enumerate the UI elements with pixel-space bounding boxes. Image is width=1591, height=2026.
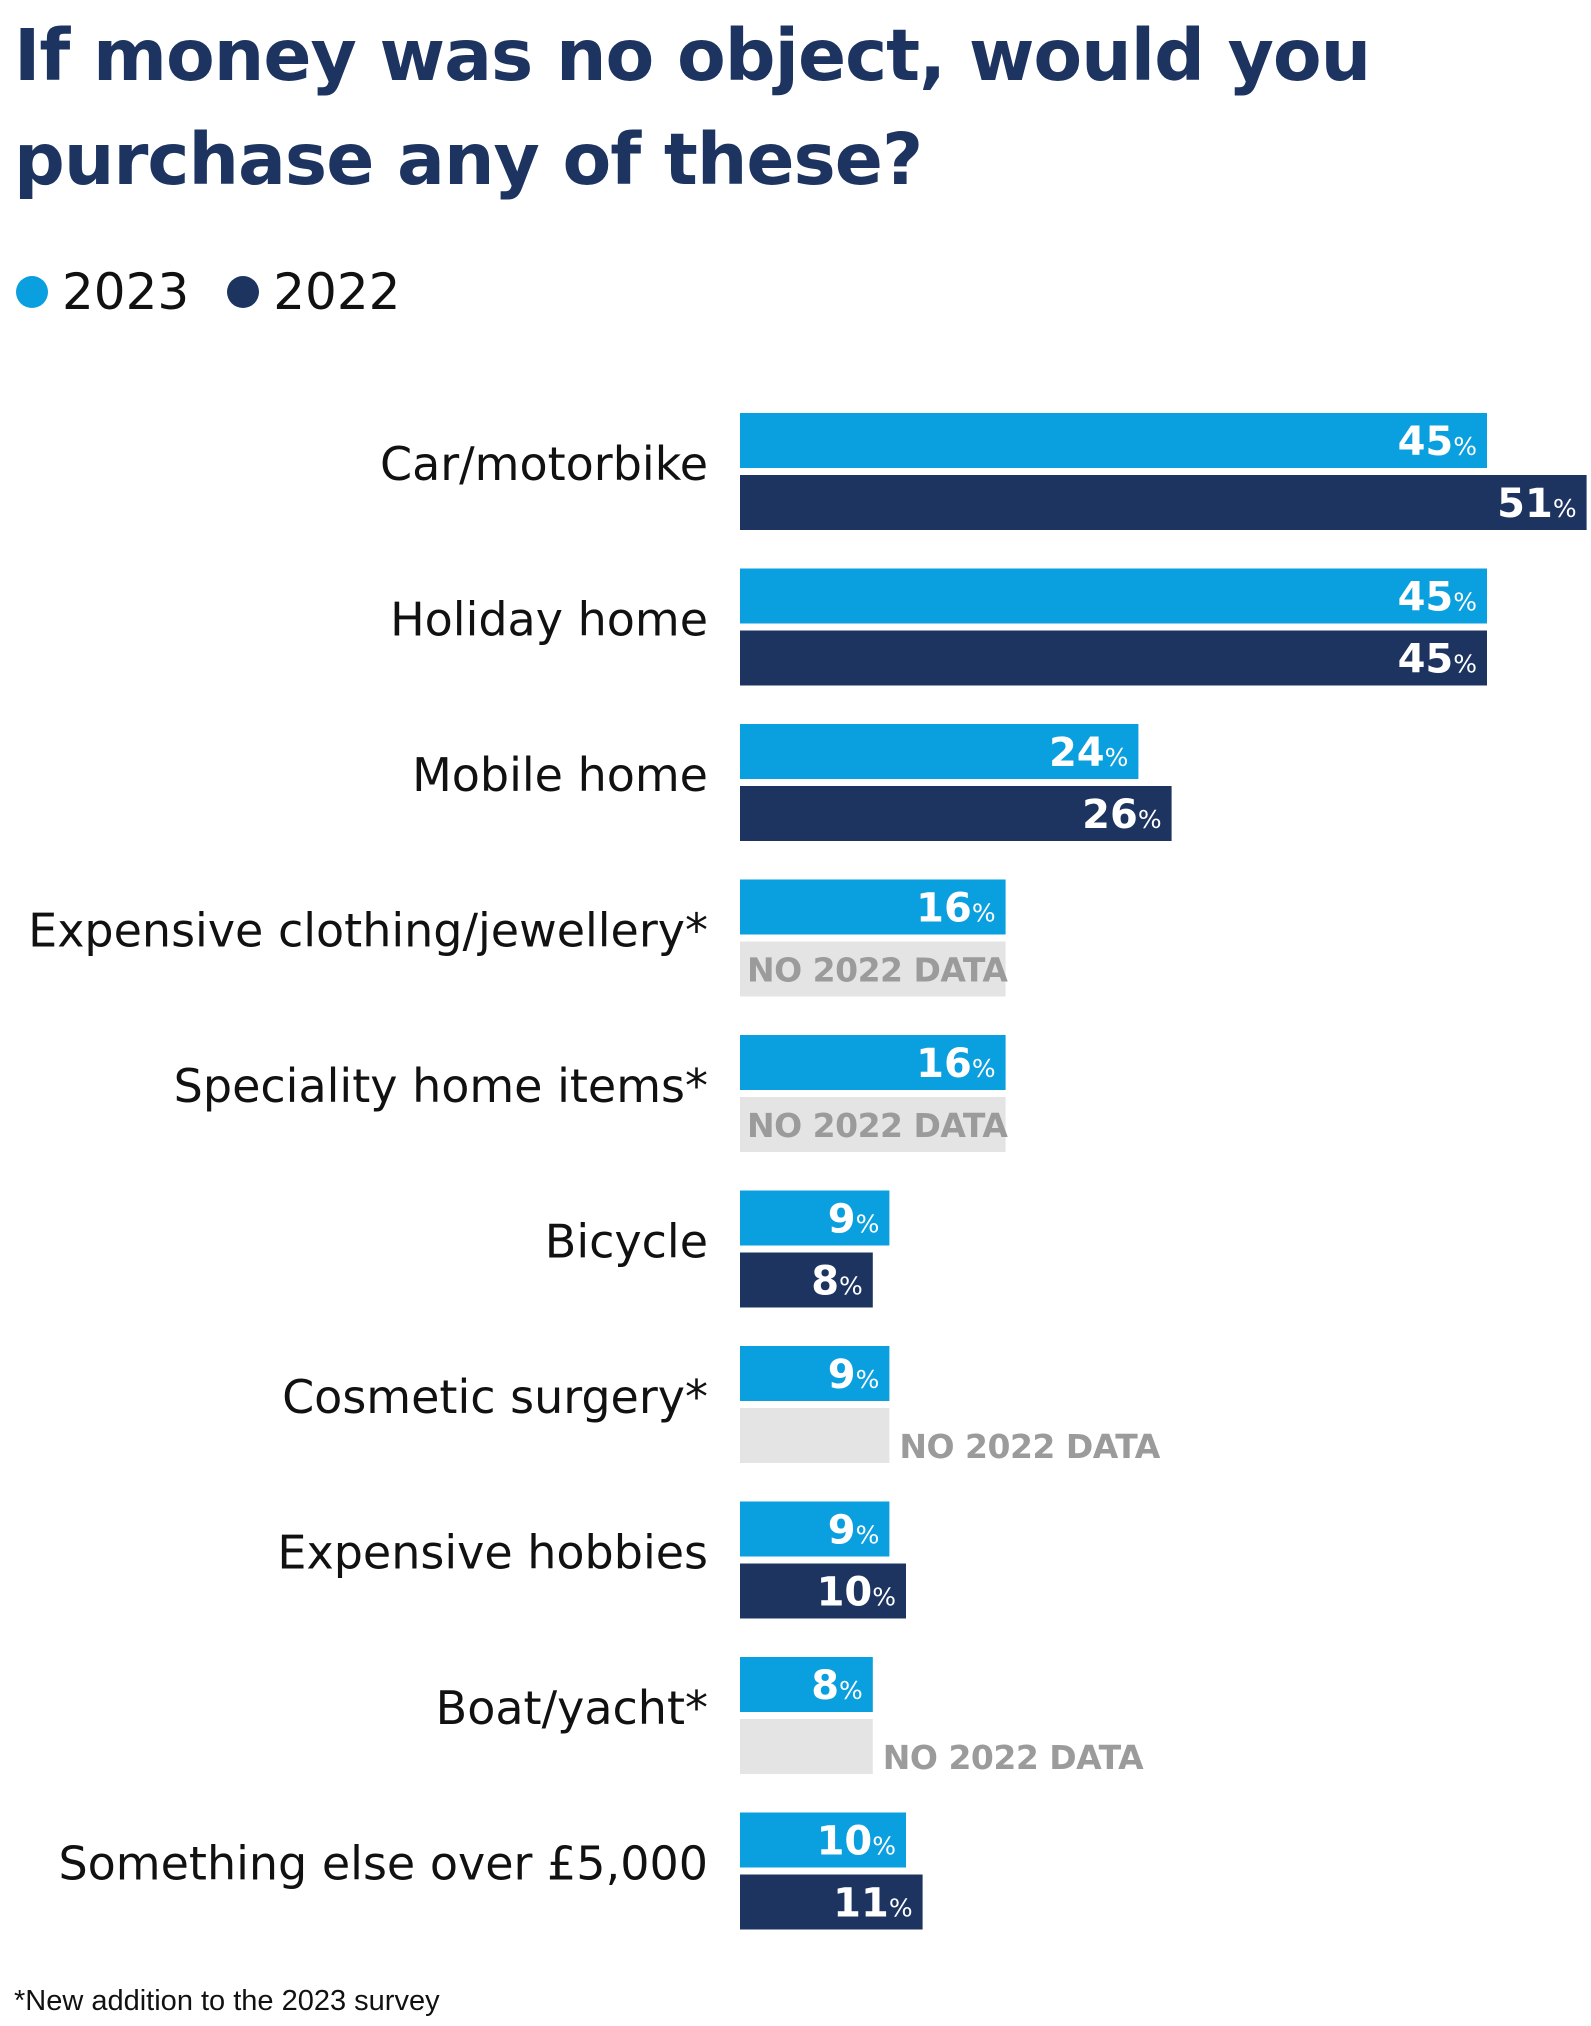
category-label: Boat/yacht* bbox=[436, 1681, 708, 1735]
category-label: Car/motorbike bbox=[380, 437, 708, 491]
chart-title: If money was no object, would you purcha… bbox=[14, 14, 1371, 201]
bar-2022 bbox=[740, 630, 1487, 686]
bar-2022-no-data bbox=[740, 941, 1006, 997]
category-group: Cosmetic surgery* 9% NO 2022 DATA bbox=[282, 1346, 1161, 1466]
footnote: *New addition to the 2023 survey bbox=[14, 1985, 440, 2017]
category-group: Speciality home items* 16% NO 2022 DATA bbox=[174, 1035, 1009, 1152]
data-label-2023: 16% bbox=[916, 886, 995, 932]
bar-chart: Car/motorbike 45% 51% Holiday home 45% 45% Mob… bbox=[28, 413, 1587, 1930]
category-group: Car/motorbike 45% 51% bbox=[380, 413, 1587, 530]
category-label: Expensive clothing/jewellery* bbox=[28, 904, 708, 958]
data-label-2022: 8% bbox=[811, 1259, 863, 1305]
category-label: Speciality home items* bbox=[174, 1059, 708, 1113]
category-label: Something else over £5,000 bbox=[58, 1837, 708, 1891]
category-group: Mobile home 24% 26% bbox=[412, 724, 1172, 841]
data-label-2023: 45% bbox=[1398, 419, 1477, 465]
bar-2023 bbox=[740, 1190, 890, 1246]
legend-item-2023: 2023 bbox=[16, 263, 189, 321]
legend-label-2023: 2023 bbox=[62, 263, 190, 321]
data-label-2023: 9% bbox=[828, 1352, 880, 1398]
bar-2023 bbox=[740, 879, 1006, 935]
category-label: Holiday home bbox=[390, 593, 708, 647]
category-group: Expensive hobbies 9% 10% bbox=[277, 1501, 906, 1619]
bar-2023 bbox=[740, 1657, 873, 1712]
data-label-2022: 26% bbox=[1082, 792, 1161, 838]
data-label-2023: 9% bbox=[828, 1508, 880, 1554]
bar-2022 bbox=[740, 1563, 906, 1619]
no-2022-data-label: NO 2022 DATA bbox=[747, 1106, 1008, 1145]
category-label: Bicycle bbox=[545, 1215, 708, 1269]
bar-2022-no-data bbox=[740, 1408, 890, 1463]
legend-dot-2022 bbox=[227, 276, 260, 308]
category-label: Cosmetic surgery* bbox=[282, 1370, 708, 1424]
bar-2023 bbox=[740, 1346, 890, 1401]
data-label-2022: 11% bbox=[833, 1881, 912, 1927]
data-label-2023: 10% bbox=[817, 1819, 896, 1865]
category-group: Holiday home 45% 45% bbox=[390, 568, 1487, 686]
data-label-2023: 24% bbox=[1049, 730, 1128, 776]
bar-2022-no-data bbox=[740, 1719, 873, 1774]
bar-2022 bbox=[740, 1252, 873, 1308]
no-2022-data-label: NO 2022 DATA bbox=[883, 1738, 1144, 1777]
category-group: Expensive clothing/jewellery* 16% NO 2022 … bbox=[28, 879, 1009, 997]
legend-item-2022: 2022 bbox=[227, 263, 401, 321]
category-label: Mobile home bbox=[412, 748, 708, 802]
data-label-2023: 45% bbox=[1398, 575, 1477, 621]
bar-2022 bbox=[740, 786, 1172, 841]
no-2022-data-label: NO 2022 DATA bbox=[899, 1427, 1160, 1466]
category-label: Expensive hobbies bbox=[277, 1526, 708, 1580]
legend: 2023 2022 bbox=[16, 262, 439, 322]
legend-label-2022: 2022 bbox=[273, 263, 401, 321]
no-2022-data-label: NO 2022 DATA bbox=[747, 951, 1008, 990]
bar-2023 bbox=[740, 413, 1487, 468]
data-label-2023: 16% bbox=[916, 1041, 995, 1087]
category-group: Boat/yacht* 8% NO 2022 DATA bbox=[436, 1657, 1145, 1777]
bar-2023 bbox=[740, 1812, 906, 1868]
data-label-2023: 9% bbox=[828, 1197, 880, 1243]
data-label-2022: 51% bbox=[1497, 481, 1576, 527]
bar-2023 bbox=[740, 1035, 1006, 1090]
data-label-2022: 10% bbox=[817, 1570, 896, 1616]
bar-2022 bbox=[740, 475, 1587, 530]
data-label-2023: 8% bbox=[811, 1663, 863, 1709]
bar-2022-no-data bbox=[740, 1097, 1006, 1152]
bar-2023 bbox=[740, 568, 1487, 624]
bar-2022 bbox=[740, 1874, 923, 1930]
bar-2023 bbox=[740, 724, 1139, 779]
legend-dot-2023 bbox=[16, 276, 48, 308]
category-group: Bicycle 9% 8% bbox=[545, 1190, 890, 1308]
bar-2023 bbox=[740, 1501, 890, 1557]
data-label-2022: 45% bbox=[1398, 637, 1477, 683]
category-group: Something else over £5,000 10% 11% bbox=[58, 1812, 923, 1930]
